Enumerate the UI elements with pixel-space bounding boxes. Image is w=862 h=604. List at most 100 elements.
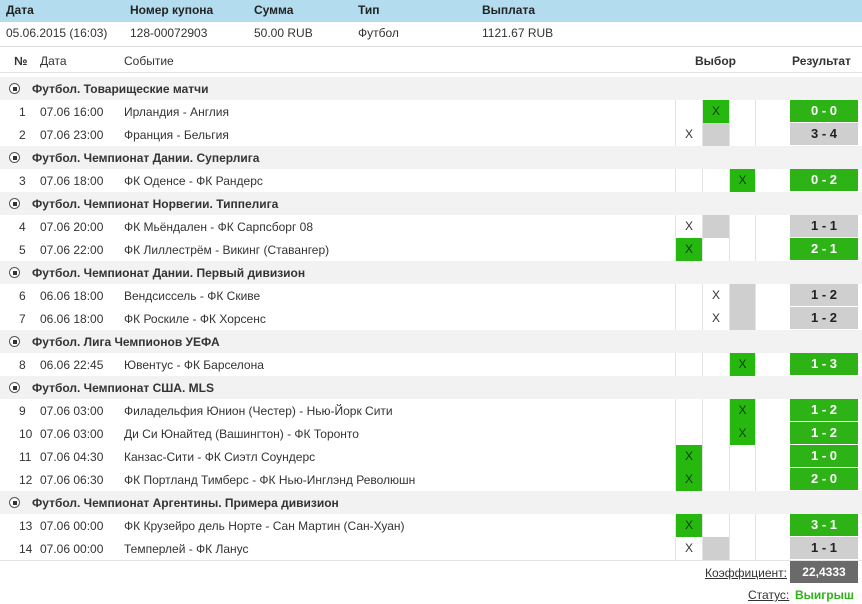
section-title: Футбол. Чемпионат Аргентины. Примера див… xyxy=(32,496,339,510)
row-date: 07.06 03:00 xyxy=(40,427,104,441)
row-event: Канзас-Сити - ФК Сиэтл Соундерс xyxy=(124,450,316,464)
coupon-number: 128-00072903 xyxy=(130,26,208,40)
choice-cell-2 xyxy=(702,537,729,560)
result-score: 2 - 0 xyxy=(790,468,858,490)
table-row: 7 06.06 18:00 ФК Роскиле - ФК Хорсенс X 1 - … xyxy=(0,307,862,331)
table-row: 1 07.06 16:00 Ирландия - Англия X 0 - 0 xyxy=(0,100,862,124)
choice-cell-1: X xyxy=(675,123,702,146)
header-type-label: Тип xyxy=(358,3,380,17)
section-header: Футбол. Чемпионат США. MLS xyxy=(0,376,862,400)
row-num: 12 xyxy=(19,473,33,487)
choice-cell-2 xyxy=(702,169,729,192)
row-num: 4 xyxy=(19,220,26,234)
coefficient-label: Коэффициент: xyxy=(705,566,787,580)
row-num: 14 xyxy=(19,542,33,556)
result-score: 1 - 2 xyxy=(790,284,858,306)
row-num: 7 xyxy=(19,312,26,326)
result-score: 0 - 2 xyxy=(790,169,858,191)
choice-cell-1: X xyxy=(675,537,702,560)
result-score: 0 - 0 xyxy=(790,100,858,122)
row-date: 07.06 00:00 xyxy=(40,519,104,533)
choice-cell-3 xyxy=(729,514,756,537)
table-row: 14 07.06 00:00 Темперлей - ФК Ланус X 1 - 1 xyxy=(0,537,862,561)
row-event: Ирландия - Англия xyxy=(124,105,230,119)
football-icon xyxy=(9,198,20,209)
section-header: Футбол. Товарищеские матчи xyxy=(0,77,862,101)
result-score: 1 - 1 xyxy=(790,537,858,559)
section-title: Футбол. Чемпионат США. MLS xyxy=(32,381,214,395)
choice-cell-2: X xyxy=(702,307,729,330)
header-sum-label: Сумма xyxy=(254,3,294,17)
table-row: 4 07.06 20:00 ФК Мьёндален - ФК Сарпсборг … xyxy=(0,215,862,239)
table-row: 2 07.06 23:00 Франция - Бельгия X 3 - 4 xyxy=(0,123,862,147)
choice-cell-3 xyxy=(729,123,756,146)
row-num: 8 xyxy=(19,358,26,372)
table-row: 5 07.06 22:00 ФК Лиллестрём - Викинг (Став… xyxy=(0,238,862,262)
choice-cell-1 xyxy=(675,399,702,422)
choice-cell-3: X xyxy=(729,399,756,422)
col-date: Дата xyxy=(40,54,67,68)
choice-cell-1 xyxy=(675,307,702,330)
row-date: 07.06 20:00 xyxy=(40,220,104,234)
choice-cell-1: X xyxy=(675,514,702,537)
table-row: 11 07.06 04:30 Канзас-Сити - ФК Сиэтл Соун… xyxy=(0,445,862,469)
row-event: Франция - Бельгия xyxy=(124,128,229,142)
table-row: 8 06.06 22:45 Ювентус - ФК Барселона X 1 - 3 xyxy=(0,353,862,377)
header-payout-label: Выплата xyxy=(482,3,536,17)
row-date: 07.06 04:30 xyxy=(40,450,104,464)
choice-cell-1 xyxy=(675,422,702,445)
football-icon xyxy=(9,336,20,347)
choice-cell-3 xyxy=(729,284,756,307)
choice-cell-3 xyxy=(729,215,756,238)
choice-cell-3 xyxy=(729,445,756,468)
status-label: Статус: xyxy=(748,588,790,602)
choice-cell-1 xyxy=(675,169,702,192)
coupon-header-bar: Дата Номер купона Сумма Тип Выплата xyxy=(0,0,862,22)
result-score: 3 - 4 xyxy=(790,123,858,145)
choice-cell-3: X xyxy=(729,353,756,376)
football-icon xyxy=(9,83,20,94)
coupon-payout: 1121.67 RUB xyxy=(482,26,554,40)
row-num: 5 xyxy=(19,243,26,257)
choice-cell-2 xyxy=(702,238,729,261)
section-title: Футбол. Чемпионат Норвегии. Типпелига xyxy=(32,197,279,211)
choice-cell-1: X xyxy=(675,468,702,491)
result-score: 3 - 1 xyxy=(790,514,858,536)
row-num: 10 xyxy=(19,427,33,441)
table-row: 3 07.06 18:00 ФК Оденсе - ФК Рандерс X 0 - 2 xyxy=(0,169,862,193)
header-date-label: Дата xyxy=(6,3,34,17)
result-score: 1 - 0 xyxy=(790,445,858,467)
row-event: ФК Лиллестрём - Викинг (Ставангер) xyxy=(124,243,330,257)
choice-cell-1: X xyxy=(675,238,702,261)
coefficient-value: 22,4333 xyxy=(790,561,858,583)
table-row: 9 07.06 03:00 Филадельфия Юнион (Честер) -… xyxy=(0,399,862,423)
choice-cell-3 xyxy=(729,307,756,330)
section-header: Футбол. Лига Чемпионов УЕФА xyxy=(0,330,862,354)
result-score: 1 - 2 xyxy=(790,399,858,421)
table-row: 12 07.06 06:30 ФК Портланд Тимберс - ФК Нь… xyxy=(0,468,862,492)
choice-cell-3 xyxy=(729,537,756,560)
row-num: 11 xyxy=(19,450,32,464)
row-event: ФК Мьёндален - ФК Сарпсборг 08 xyxy=(124,220,314,234)
football-icon xyxy=(9,497,20,508)
row-event: Ди Си Юнайтед (Вашингтон) - ФК Торонто xyxy=(124,427,359,441)
football-icon xyxy=(9,382,20,393)
choice-cell-1 xyxy=(675,100,702,123)
result-score: 1 - 3 xyxy=(790,353,858,375)
row-date: 07.06 16:00 xyxy=(40,105,104,119)
choice-cell-2 xyxy=(702,215,729,238)
table-row: 6 06.06 18:00 Вендсиссель - ФК Скиве X 1 - 2 xyxy=(0,284,862,308)
row-event: ФК Оденсе - ФК Рандерс xyxy=(124,174,263,188)
choice-cell-3 xyxy=(729,100,756,123)
row-date: 06.06 18:00 xyxy=(40,312,104,326)
col-event: Событие xyxy=(124,54,174,68)
result-score: 1 - 1 xyxy=(790,215,858,237)
row-num: 2 xyxy=(19,128,26,142)
choice-cell-1: X xyxy=(675,445,702,468)
row-num: 3 xyxy=(19,174,26,188)
football-icon xyxy=(9,152,20,163)
table-row: 10 07.06 03:00 Ди Си Юнайтед (Вашингтон) -… xyxy=(0,422,862,446)
choice-cell-2 xyxy=(702,399,729,422)
choice-cell-1: X xyxy=(675,215,702,238)
row-num: 6 xyxy=(19,289,26,303)
